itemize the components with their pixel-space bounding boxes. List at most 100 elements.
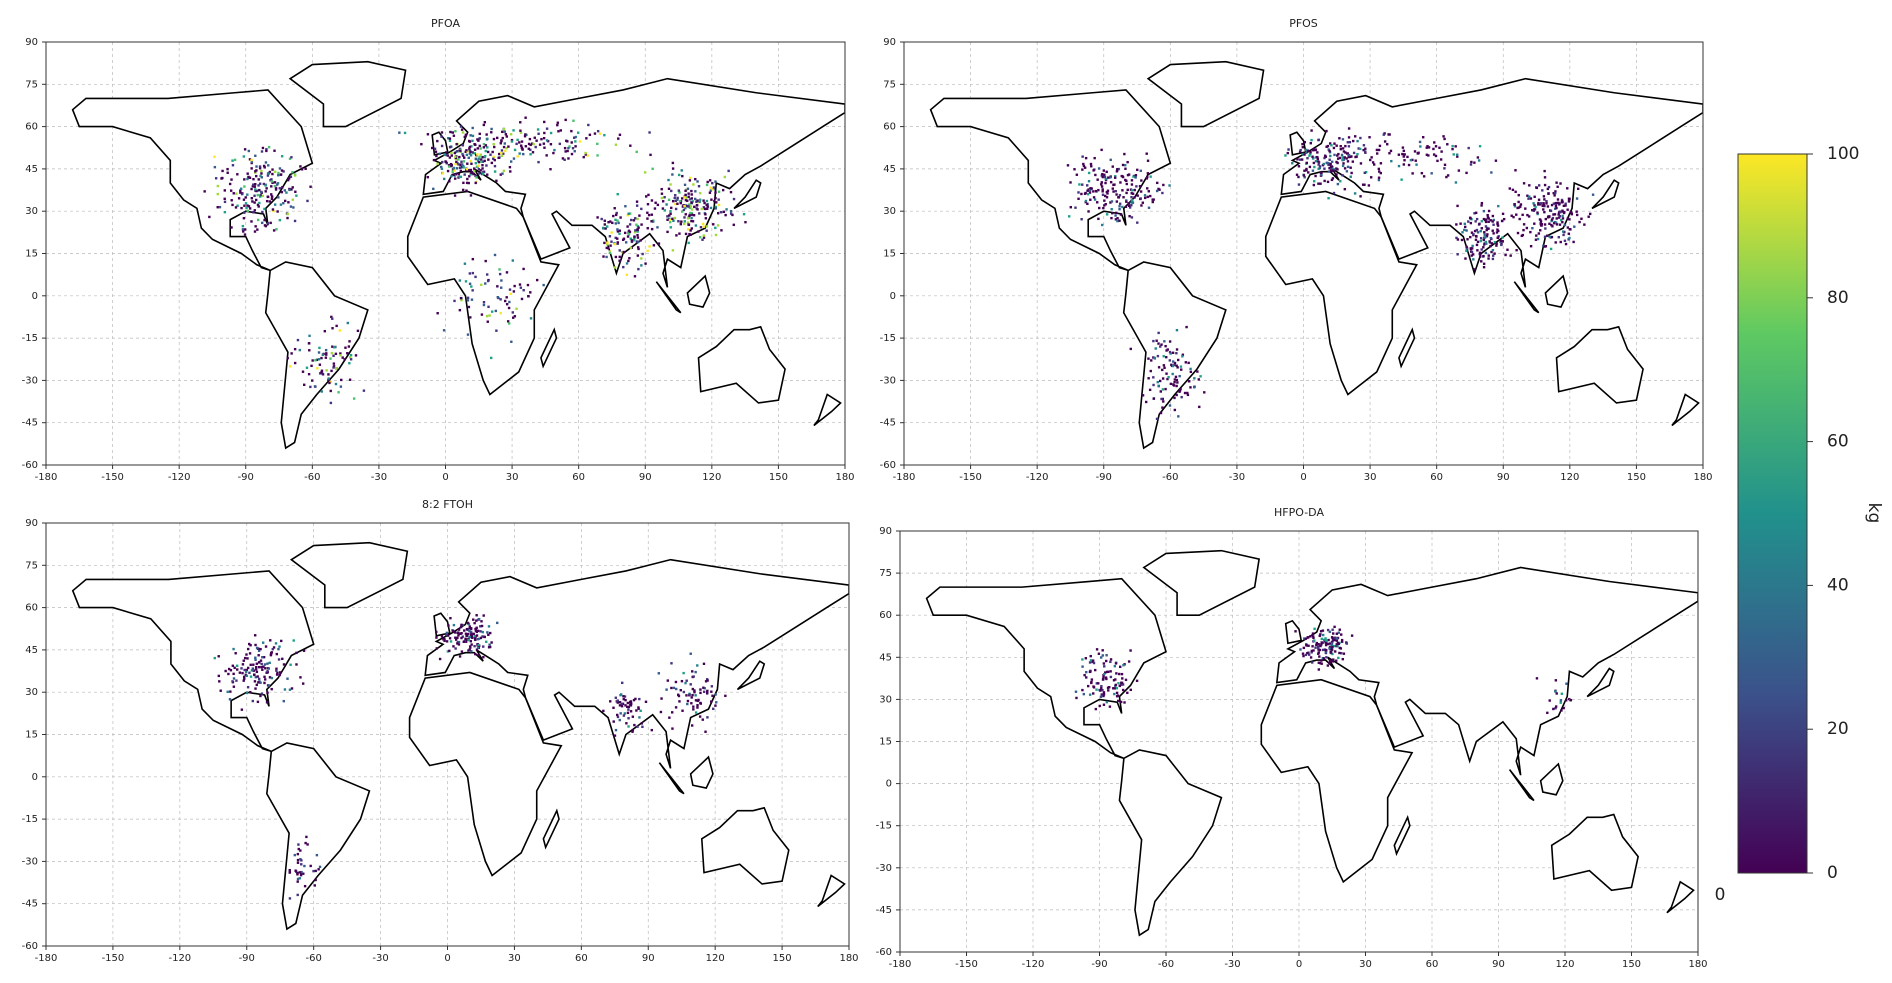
speckle xyxy=(596,129,600,133)
speckle xyxy=(1541,189,1544,192)
speckle xyxy=(264,224,268,228)
speckle xyxy=(445,162,448,165)
y-tick-label: -60 xyxy=(22,941,38,952)
speckle xyxy=(530,142,534,145)
speckle xyxy=(1149,175,1152,178)
speckle xyxy=(1331,660,1335,663)
speckle xyxy=(1526,194,1529,197)
speckle xyxy=(634,217,637,220)
speckle xyxy=(1297,175,1300,179)
speckle xyxy=(694,224,698,227)
speckle xyxy=(684,681,687,685)
speckle xyxy=(1533,195,1536,198)
speckle xyxy=(681,210,684,213)
speckle xyxy=(1083,673,1086,677)
speckle xyxy=(1147,190,1151,193)
x-tick-label: 180 xyxy=(1693,472,1712,483)
speckle xyxy=(1335,173,1338,176)
speckle xyxy=(1131,201,1135,204)
speckle xyxy=(1535,234,1538,237)
speckle xyxy=(239,191,242,194)
speckle xyxy=(1487,209,1491,213)
speckle xyxy=(474,652,477,656)
speckle xyxy=(468,626,471,630)
x-tick-label: 90 xyxy=(1492,959,1505,970)
speckle xyxy=(1487,217,1490,220)
speckle xyxy=(1141,394,1145,397)
speckle xyxy=(246,657,249,660)
speckle xyxy=(1156,354,1160,358)
speckle xyxy=(616,715,620,719)
speckle xyxy=(624,205,627,208)
speckle xyxy=(1121,205,1124,209)
speckle xyxy=(458,655,462,658)
speckle xyxy=(500,151,503,155)
speckle xyxy=(1130,195,1133,199)
speckle xyxy=(1492,218,1495,222)
speckle xyxy=(1175,348,1179,351)
speckle xyxy=(1397,153,1401,156)
speckle xyxy=(1569,698,1573,702)
speckle xyxy=(1479,239,1483,243)
speckle xyxy=(252,210,255,214)
speckle xyxy=(690,702,693,705)
speckle xyxy=(691,200,695,203)
speckle xyxy=(1122,196,1125,199)
speckle xyxy=(1136,194,1139,197)
speckle xyxy=(1510,214,1513,217)
speckle xyxy=(1513,205,1517,208)
speckle xyxy=(1110,216,1113,220)
speckle xyxy=(283,189,286,192)
speckle xyxy=(1322,657,1326,660)
speckle xyxy=(426,175,430,179)
speckle xyxy=(1546,187,1550,191)
speckle xyxy=(294,870,298,873)
speckle xyxy=(331,317,334,320)
speckle xyxy=(1305,161,1309,165)
speckle xyxy=(1316,155,1319,159)
speckle xyxy=(482,656,485,659)
speckle xyxy=(292,206,295,209)
speckle xyxy=(251,200,254,203)
speckle xyxy=(1155,339,1158,342)
speckle xyxy=(638,697,641,701)
speckle xyxy=(1501,212,1505,216)
speckle xyxy=(705,678,709,681)
speckle xyxy=(1546,234,1549,237)
speckle xyxy=(1456,155,1459,158)
speckle xyxy=(1486,216,1490,219)
speckle xyxy=(1456,253,1459,256)
speckle xyxy=(702,686,705,689)
speckle xyxy=(1330,636,1334,639)
speckle xyxy=(502,145,506,149)
speckle xyxy=(1115,691,1119,695)
speckle xyxy=(688,693,691,696)
speckle xyxy=(1465,246,1469,250)
speckle xyxy=(1485,242,1488,245)
speckle xyxy=(246,193,249,196)
speckle xyxy=(1119,683,1123,686)
speckle xyxy=(731,213,734,217)
speckle xyxy=(1583,223,1586,226)
speckle xyxy=(678,200,682,203)
speckle xyxy=(254,643,257,647)
speckle xyxy=(636,228,639,231)
speckle xyxy=(1420,171,1424,175)
speckle xyxy=(245,653,248,656)
speckle xyxy=(691,687,695,691)
speckle xyxy=(702,234,705,237)
speckle xyxy=(457,176,460,179)
coastline xyxy=(1284,619,1303,645)
x-tick-label: 0 xyxy=(442,472,448,483)
y-tick-label: -45 xyxy=(22,418,38,429)
speckle xyxy=(480,313,484,316)
speckle xyxy=(455,167,459,170)
speckle xyxy=(315,358,319,362)
speckle xyxy=(1340,638,1344,642)
speckle xyxy=(470,285,473,288)
speckle xyxy=(1425,146,1428,149)
speckle xyxy=(690,197,693,200)
speckle xyxy=(290,156,293,159)
speckle xyxy=(1106,189,1110,192)
speckle xyxy=(1482,209,1486,213)
